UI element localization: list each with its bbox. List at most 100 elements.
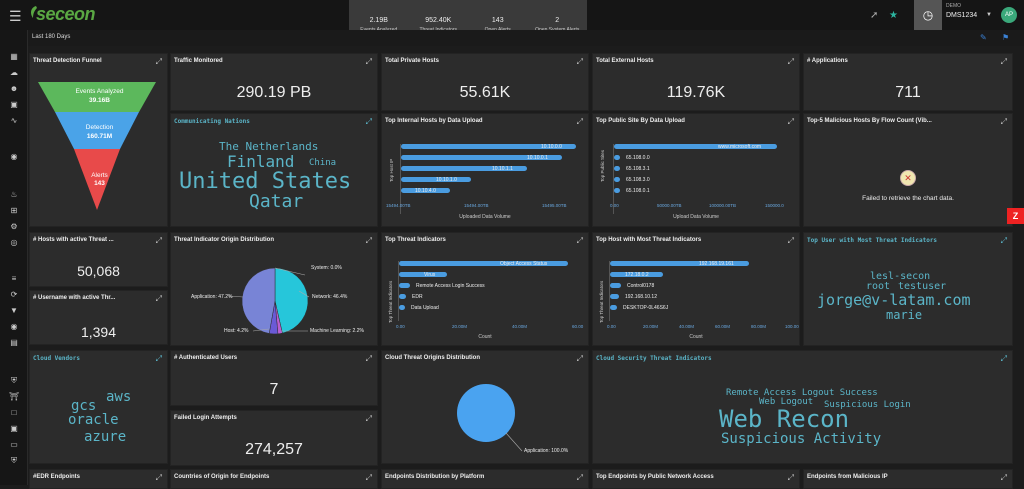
host-bar-4[interactable] <box>610 305 617 310</box>
expand-icon[interactable]: ⤢ <box>155 236 162 245</box>
expand-icon[interactable]: ⤢ <box>576 354 583 363</box>
filter-icon[interactable]: ▼ <box>10 306 18 315</box>
expand-icon[interactable]: ⤢ <box>576 236 583 245</box>
flag-icon[interactable]: ⚑ <box>1002 33 1010 42</box>
edit-icon[interactable]: ✎ <box>980 33 987 42</box>
page-icon[interactable]: □ <box>11 408 17 417</box>
pie-slice-4[interactable] <box>241 267 276 334</box>
expand-icon[interactable]: ⤢ <box>365 117 372 126</box>
funnel-stage-events[interactable] <box>38 82 156 112</box>
bank-icon[interactable]: ⛩ <box>9 392 20 401</box>
host-bar-0[interactable] <box>610 261 749 266</box>
indicator-bar-4[interactable] <box>399 305 405 310</box>
expand-icon[interactable]: ⤢ <box>787 57 794 66</box>
external-hosts-panel: Total External Hosts ⤢ 119.76K <box>592 53 800 111</box>
expand-icon[interactable]: ⤢ <box>155 57 162 66</box>
gear-icon[interactable]: ⚙ <box>10 222 18 231</box>
expand-icon[interactable]: ⤢ <box>576 117 583 126</box>
document-icon[interactable]: ▤ <box>10 338 18 347</box>
public-bar-4[interactable] <box>614 188 620 193</box>
funnel-stage-alerts[interactable] <box>74 149 120 210</box>
eye-icon[interactable]: ◉ <box>10 152 18 161</box>
word: gcs <box>71 398 97 414</box>
expand-icon[interactable]: ⤢ <box>787 117 794 126</box>
slice-label-application: Application: 47.2% <box>191 294 233 300</box>
user-threat-value: 1,394 <box>80 324 117 340</box>
filter-bar: Last 180 Days ✎ ⚑ <box>28 30 1024 46</box>
shield-check-icon[interactable]: ⛨ <box>11 456 17 465</box>
z-widget-button[interactable]: Z <box>1007 208 1024 224</box>
host-bar-3[interactable] <box>610 294 619 299</box>
chevron-down-icon[interactable]: ▼ <box>986 12 992 18</box>
host-bar-1[interactable] <box>610 272 663 277</box>
public-bar-3[interactable] <box>614 177 620 182</box>
grid-icon[interactable]: ▦ <box>10 52 18 61</box>
nations-panel: Communicating Nations ⤢ The Netherlands … <box>170 113 378 227</box>
expand-icon[interactable]: ⤢ <box>576 57 583 66</box>
avatar[interactable]: AP <box>1001 7 1017 23</box>
public-bar-0[interactable] <box>614 144 777 149</box>
private-hosts-panel: Total Private Hosts ⤢ 55.61K <box>381 53 589 111</box>
expand-icon[interactable]: ⤢ <box>155 473 162 482</box>
traffic-panel: Traffic Monitored ⤢ 290.19 PB <box>170 53 378 111</box>
upload-bar-2[interactable] <box>401 166 527 171</box>
expand-icon[interactable]: ⤢ <box>1000 473 1007 482</box>
laptop-icon[interactable]: ▭ <box>10 440 18 449</box>
expand-icon[interactable]: ⤢ <box>1000 236 1007 245</box>
expand-icon[interactable]: ⤢ <box>155 294 162 303</box>
pie-slice-1[interactable] <box>274 267 309 334</box>
expand-icon[interactable]: ⤢ <box>365 236 372 245</box>
word: China <box>309 158 337 168</box>
monitor-icon[interactable]: ▣ <box>10 100 18 109</box>
network-icon[interactable]: ⊞ <box>10 206 18 215</box>
expand-icon[interactable]: ⤢ <box>155 354 162 363</box>
chart-icon[interactable]: ∿ <box>10 116 18 125</box>
user-icon[interactable]: ☻ <box>9 84 19 93</box>
auth-users-panel: # Authenticated Users ⤢ 7 <box>170 350 378 406</box>
upload-bar-4[interactable] <box>401 188 450 193</box>
slice-label-host: Host: 4.2% <box>224 328 249 334</box>
expand-icon[interactable]: ⤢ <box>787 236 794 245</box>
expand-icon[interactable]: ⤢ <box>576 473 583 482</box>
indicator-bar-1[interactable] <box>399 272 447 277</box>
expand-icon[interactable]: ⤢ <box>365 57 372 66</box>
public-bar-2[interactable] <box>614 166 620 171</box>
settings-icon[interactable]: ◉ <box>10 322 18 331</box>
bell-icon[interactable]: ♨ <box>10 190 18 199</box>
hamburger-menu-icon[interactable]: ☰ <box>9 8 22 24</box>
expand-icon[interactable]: ⤢ <box>787 473 794 482</box>
leader-line-0 <box>274 267 306 276</box>
target-icon[interactable]: ◎ <box>10 238 18 247</box>
expand-icon[interactable]: ⤢ <box>1000 117 1007 126</box>
host-bar-2[interactable] <box>610 283 621 288</box>
expand-icon[interactable]: ⤢ <box>365 473 372 482</box>
public-bar-1[interactable] <box>614 155 620 160</box>
funnel-stage-detection[interactable] <box>55 112 139 149</box>
expand-icon[interactable]: ⤢ <box>365 354 372 363</box>
cloud-icon[interactable]: ☁ <box>10 68 18 77</box>
clock-icon[interactable]: ◷ <box>914 0 942 30</box>
expand-icon[interactable]: ⤢ <box>1000 57 1007 66</box>
indicators-chart: Object Access Status Virus Remote Access… <box>398 261 584 321</box>
indicator-bar-2[interactable] <box>399 283 410 288</box>
pie-slice-application[interactable] <box>457 384 515 442</box>
star-icon[interactable]: ★ <box>889 10 898 21</box>
public-bar-label-1: 65.108.0.0 <box>626 155 650 161</box>
indicator-bar-3[interactable] <box>399 294 406 299</box>
list-icon[interactable]: ≡ <box>11 274 17 283</box>
indicators-panel: Top Threat Indicators ⤢ Top Threat Indic… <box>381 232 589 346</box>
trend-icon[interactable]: ➚ <box>870 10 879 21</box>
lock-icon[interactable]: ▣ <box>10 424 18 433</box>
date-range[interactable]: Last 180 Days <box>32 34 71 40</box>
brand-logo[interactable]: seceon <box>36 4 96 24</box>
expand-icon[interactable]: ⤢ <box>365 414 372 423</box>
shield-icon[interactable]: ⛨ <box>11 376 17 385</box>
expand-icon[interactable]: ⤢ <box>1000 354 1007 363</box>
upload-bar-0[interactable] <box>401 144 576 149</box>
upload-bar-3[interactable] <box>401 177 471 182</box>
indicator-bar-0[interactable] <box>399 261 568 266</box>
upload-bar-1[interactable] <box>401 155 562 160</box>
refresh-icon[interactable]: ⟳ <box>10 290 18 299</box>
tenant-select[interactable]: DMS1234 <box>946 12 978 19</box>
hosts-threat-value: 50,068 <box>77 263 120 279</box>
